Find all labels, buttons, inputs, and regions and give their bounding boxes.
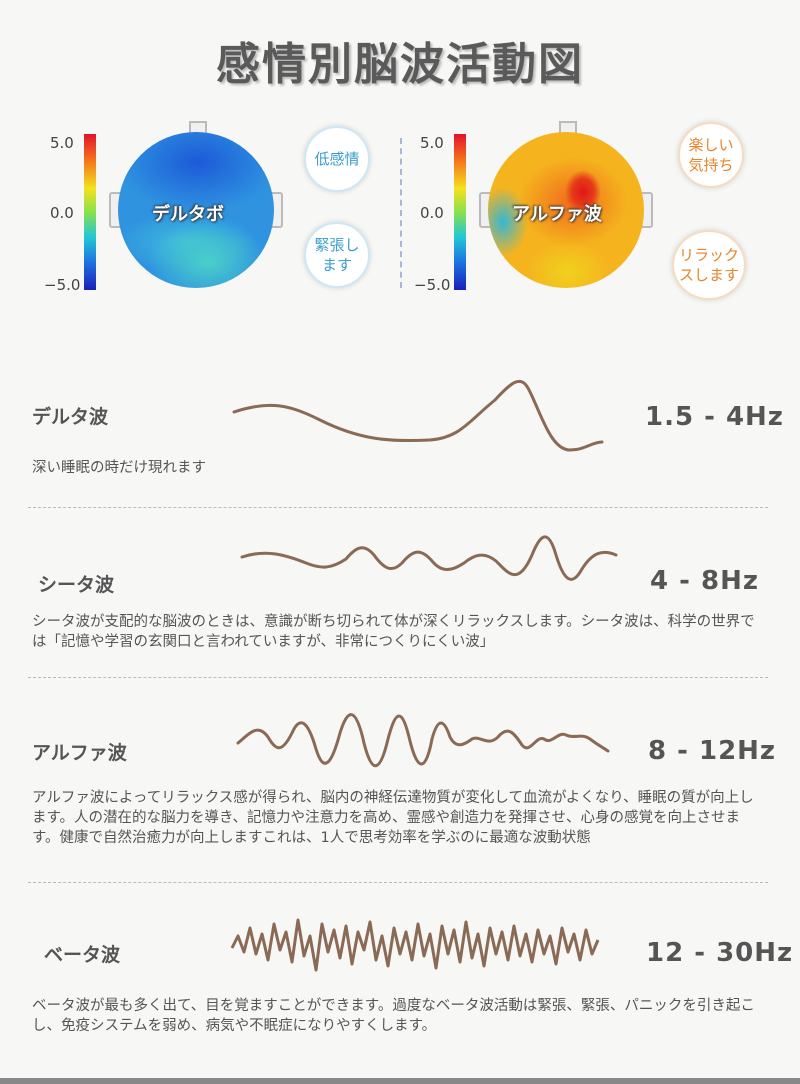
head-nose-alpha bbox=[559, 121, 577, 135]
wave-freq-delta: 1.5 - 4Hz bbox=[645, 402, 784, 432]
alpha-wave-graphic bbox=[236, 713, 610, 768]
wave-name-theta: シータ波 bbox=[38, 574, 115, 596]
color-scale-bar bbox=[454, 134, 466, 290]
wave-name-delta: デルタ波 bbox=[32, 406, 109, 428]
bottom-bar bbox=[0, 1078, 800, 1084]
separator bbox=[28, 882, 768, 883]
wave-name-beta: ベータ波 bbox=[44, 944, 121, 966]
bubble-tension: 緊張し ます bbox=[304, 222, 370, 288]
bubble-low-emotion: 低感情 bbox=[304, 126, 370, 192]
brain-map-delta bbox=[118, 132, 274, 288]
map-divider bbox=[400, 138, 402, 288]
wave-freq-theta: 4 - 8Hz bbox=[650, 566, 759, 596]
wave-desc-beta: ベータ波が最も多く出て、目を覚ますことができます。過度なベータ波活動は緊張、緊張… bbox=[32, 998, 755, 1034]
wave-desc-alpha: アルファ波によってリラックス感が得られ、脳内の神経伝達物質が変化して血流がよくな… bbox=[32, 790, 754, 846]
wave-desc-delta: 深い睡眠の時だけ現れます bbox=[32, 460, 206, 476]
scale-min-label: −5.0 bbox=[44, 276, 81, 294]
beta-wave-graphic bbox=[230, 918, 600, 972]
separator bbox=[28, 507, 768, 508]
separator bbox=[28, 677, 768, 678]
bubble-relax: リラック スします bbox=[672, 230, 746, 300]
brain-map-label: アルファ波 bbox=[512, 204, 602, 225]
bubble-happy: 楽しい 気持ち bbox=[678, 122, 744, 188]
scale-mid-label: 0.0 bbox=[420, 204, 444, 222]
scale-max-label: 5.0 bbox=[50, 134, 74, 152]
scale-max-label: 5.0 bbox=[420, 134, 444, 152]
wave-freq-beta: 12 - 30Hz bbox=[646, 938, 794, 968]
head-nose-left bbox=[189, 121, 207, 135]
wave-name-alpha: アルファ波 bbox=[32, 742, 127, 764]
delta-wave-graphic bbox=[232, 379, 604, 452]
brain-map-alpha bbox=[488, 132, 644, 288]
scale-min-label: −5.0 bbox=[414, 276, 451, 294]
page-title: 感情別脳波活動図 bbox=[216, 39, 584, 90]
theta-wave-graphic bbox=[240, 535, 618, 581]
brain-map-label: デルタボ bbox=[152, 204, 224, 225]
wave-freq-alpha: 8 - 12Hz bbox=[648, 736, 777, 766]
wave-desc-theta: シータ波が支配的な脳波のときは、意識が断ち切られて体が深くリラックスします。シー… bbox=[32, 614, 755, 650]
color-scale-bar bbox=[84, 134, 96, 290]
scale-mid-label: 0.0 bbox=[50, 204, 74, 222]
